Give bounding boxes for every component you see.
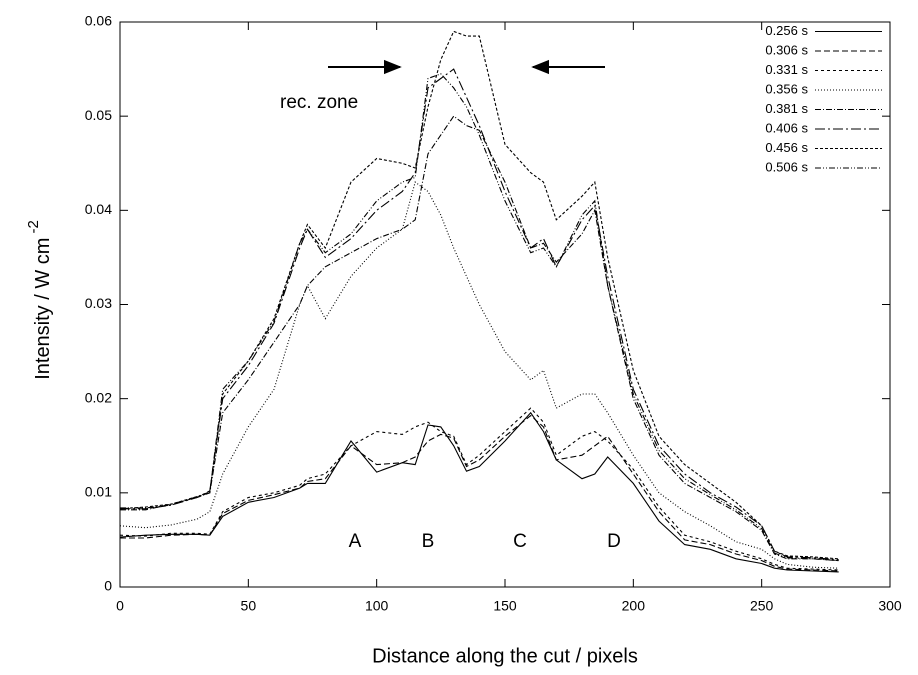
x-tick-label: 300 (878, 598, 902, 614)
y-tick-label: 0 (104, 578, 112, 594)
y-tick-label: 0.02 (85, 389, 112, 405)
annotation: rec. zone (280, 92, 358, 113)
series-line (120, 73, 839, 562)
series-line (119, 407, 839, 571)
x-tick-label: 250 (750, 598, 774, 614)
annotation: C (513, 531, 527, 552)
series-line (120, 68, 839, 561)
y-axis-label: Intensity / W cm -2 (25, 220, 54, 380)
y-axis-label-group: Intensity / W cm -2 (25, 220, 54, 380)
x-axis-label: Distance along the cut / pixels (372, 645, 638, 667)
x-tick-label: 200 (622, 598, 646, 614)
y-axis-label-superscript: -2 (25, 220, 42, 233)
series-line (119, 411, 839, 573)
legend-label: 0.381 s (765, 101, 808, 116)
legend-label: 0.506 s (765, 159, 808, 174)
legend-label: 0.331 s (765, 62, 808, 77)
annotation: D (607, 531, 621, 552)
series-line (120, 115, 839, 562)
legend-label: 0.356 s (765, 81, 808, 96)
series-line (120, 414, 839, 572)
y-tick-label: 0.01 (85, 484, 112, 500)
annotation: A (349, 531, 362, 552)
legend-label: 0.256 s (765, 23, 808, 38)
x-tick-label: 50 (241, 598, 257, 614)
y-tick-label: 0.03 (85, 295, 112, 311)
legend-label: 0.406 s (765, 120, 808, 135)
x-tick-label: 150 (493, 598, 517, 614)
y-tick-label: 0.04 (85, 201, 112, 217)
series-line (119, 181, 839, 569)
y-tick-label: 0.06 (85, 13, 112, 29)
legend-label: 0.456 s (765, 140, 808, 155)
x-tick-label: 0 (116, 598, 124, 614)
y-tick-label: 0.05 (85, 107, 112, 123)
x-tick-label: 100 (365, 598, 389, 614)
y-axis-label-main: Intensity / W cm (32, 238, 54, 380)
series-line (119, 30, 839, 560)
legend-label: 0.306 s (765, 42, 808, 57)
annotation: B (422, 531, 435, 552)
